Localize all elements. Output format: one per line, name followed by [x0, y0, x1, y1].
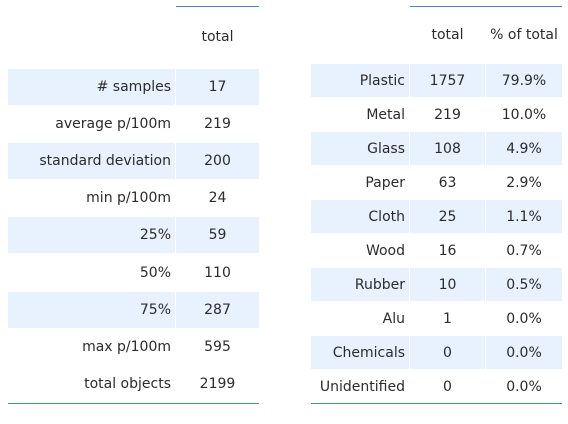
row-value: 17 — [176, 69, 259, 105]
row-label: Paper — [365, 174, 405, 191]
row-label: average p/100m — [55, 116, 171, 132]
row-label: Chemicals — [311, 336, 409, 369]
row-label: max p/100m — [82, 339, 171, 355]
row-label: # samples — [8, 69, 175, 105]
material-bottom-rule — [311, 403, 562, 404]
row-pct: 4.9% — [486, 132, 562, 165]
row-total: 0 — [410, 336, 485, 369]
material-top-rule — [410, 6, 562, 7]
row-value: 110 — [204, 265, 231, 281]
row-label: 75% — [8, 292, 175, 328]
row-label: Metal — [366, 106, 405, 123]
row-pct: 0.0% — [506, 310, 542, 327]
row-pct: 0.0% — [506, 378, 542, 395]
row-label: min p/100m — [86, 190, 171, 206]
row-label: standard deviation — [8, 143, 175, 179]
row-total: 0 — [443, 378, 452, 395]
row-pct: 1.1% — [486, 200, 562, 233]
table-row: Paper 63 2.9% — [311, 166, 562, 199]
row-value: 2199 — [199, 376, 236, 392]
row-total: 16 — [438, 242, 457, 259]
row-label: Rubber — [311, 268, 409, 301]
row-value: 287 — [176, 292, 259, 328]
row-label: Cloth — [311, 200, 409, 233]
row-label: 25% — [8, 217, 175, 253]
row-label: Alu — [382, 310, 405, 327]
table-row: # samples 17 — [8, 69, 259, 105]
row-total: 10 — [410, 268, 485, 301]
row-label: Plastic — [311, 64, 409, 97]
row-label: Unidentified — [319, 378, 405, 395]
row-total: 1757 — [410, 64, 485, 97]
row-label: total objects — [84, 376, 171, 392]
row-value: 219 — [204, 116, 231, 132]
table-row: Chemicals 0 0.0% — [311, 336, 562, 369]
row-label: 50% — [139, 265, 171, 281]
material-table: total % of total Plastic 1757 79.9% Meta… — [311, 0, 562, 424]
row-label: Glass — [311, 132, 409, 165]
summary-top-rule — [176, 6, 259, 7]
material-header-pct: % of total — [490, 27, 558, 43]
row-pct: 79.9% — [486, 64, 562, 97]
row-pct: 2.9% — [506, 174, 542, 191]
row-total: 1 — [443, 310, 452, 327]
table-row: standard deviation 200 — [8, 143, 259, 179]
row-pct: 0.7% — [506, 242, 542, 259]
summary-table: total # samples 17 average p/100m 219 st… — [8, 0, 259, 424]
row-total: 219 — [434, 106, 461, 123]
table-row: Rubber 10 0.5% — [311, 268, 562, 301]
row-total: 63 — [438, 174, 457, 191]
table-row: max p/100m 595 — [8, 329, 259, 365]
row-total: 25 — [410, 200, 485, 233]
row-pct: 0.5% — [486, 268, 562, 301]
row-total: 108 — [410, 132, 485, 165]
row-label: Wood — [365, 242, 405, 259]
table-row: 50% 110 — [8, 255, 259, 291]
summary-bottom-rule — [8, 403, 259, 404]
table-row: average p/100m 219 — [8, 106, 259, 142]
table-row: total objects 2199 — [8, 366, 259, 402]
material-header-total: total — [431, 27, 464, 43]
row-value: 200 — [176, 143, 259, 179]
row-pct: 0.0% — [486, 336, 562, 369]
summary-header-total: total — [201, 29, 234, 45]
table-row: 75% 287 — [8, 292, 259, 328]
row-pct: 10.0% — [501, 106, 547, 123]
row-value: 59 — [176, 217, 259, 253]
table-row: Cloth 25 1.1% — [311, 200, 562, 233]
table-row: 25% 59 — [8, 217, 259, 253]
table-row: Glass 108 4.9% — [311, 132, 562, 165]
table-row: Wood 16 0.7% — [311, 234, 562, 267]
row-value: 24 — [208, 190, 227, 206]
row-value: 595 — [204, 339, 231, 355]
table-row: Alu 1 0.0% — [311, 302, 562, 335]
table-row: min p/100m 24 — [8, 180, 259, 216]
table-row: Unidentified 0 0.0% — [311, 370, 562, 403]
table-row: Plastic 1757 79.9% — [311, 64, 562, 97]
table-row: Metal 219 10.0% — [311, 98, 562, 131]
